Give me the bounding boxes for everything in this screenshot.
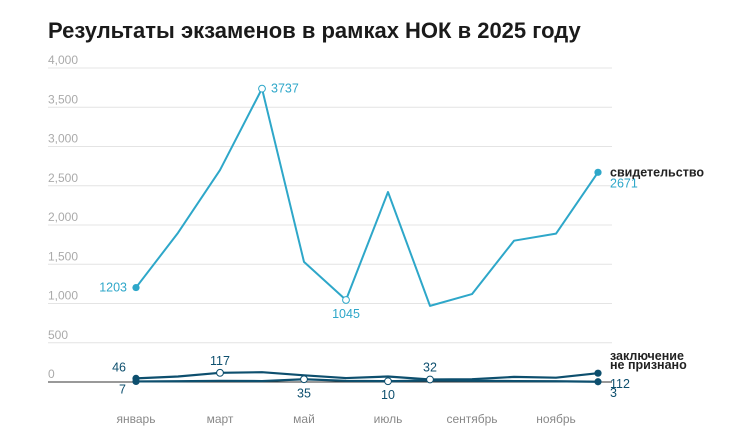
data-label: 32	[423, 360, 437, 374]
gridlines	[48, 67, 612, 383]
x-tick-label: январь	[117, 412, 156, 426]
chart-title: Результаты экзаменов в рамках НОК в 2025…	[48, 18, 581, 43]
data-point-marker	[594, 168, 602, 176]
y-tick-label: 1,000	[48, 289, 78, 303]
data-label: 1203	[99, 281, 127, 295]
y-tick-label: 1,500	[48, 249, 78, 263]
y-tick-label: 3,000	[48, 132, 78, 146]
data-label: 35	[297, 386, 311, 400]
y-tick-label: 4,000	[48, 53, 78, 67]
data-label: 2671	[610, 176, 638, 190]
data-label: 112	[610, 377, 630, 391]
x-axis: январь март май июль сентябрь ноябрь	[117, 412, 576, 426]
series-line	[135, 87, 599, 307]
data-point-marker	[594, 378, 602, 386]
y-tick-label: 500	[48, 328, 68, 342]
data-label: 10	[381, 388, 395, 402]
data-label: 3	[610, 386, 617, 400]
y-tick-label: 0	[48, 367, 55, 381]
data-label: 46	[112, 360, 126, 374]
x-tick-label: июль	[374, 412, 403, 426]
x-tick-label: май	[293, 412, 315, 426]
data-point-marker	[216, 368, 224, 377]
series-name-label: свидетельство	[610, 165, 704, 179]
data-point-marker	[594, 369, 602, 377]
data-label: 7	[119, 382, 126, 396]
series-line	[134, 371, 600, 381]
series-name-label: не признано	[610, 358, 687, 372]
data-point-marker	[342, 296, 350, 304]
data-point-marker	[132, 283, 140, 292]
data-label: 1045	[332, 307, 360, 321]
y-tick-label: 3,500	[48, 92, 78, 106]
x-tick-label: ноябрь	[536, 412, 576, 426]
x-tick-label: март	[207, 412, 234, 426]
data-label: 3737	[271, 82, 299, 96]
data-point-marker	[132, 377, 140, 386]
data-point-marker	[258, 84, 266, 93]
y-tick-label: 2,000	[48, 210, 78, 224]
series-line	[134, 378, 600, 383]
y-axis: 0 500 1,000 1,500 2,000 2,500 3,000 3,500 4,000	[48, 53, 78, 381]
y-tick-label: 2,500	[48, 171, 78, 185]
data-point-marker	[300, 375, 308, 384]
series-lines	[132, 84, 602, 386]
x-tick-label: сентябрь	[446, 412, 497, 426]
data-label: 117	[210, 354, 230, 368]
data-point-marker	[426, 375, 434, 384]
series-name-label: заключение	[610, 349, 684, 363]
data-point-marker	[384, 377, 392, 386]
